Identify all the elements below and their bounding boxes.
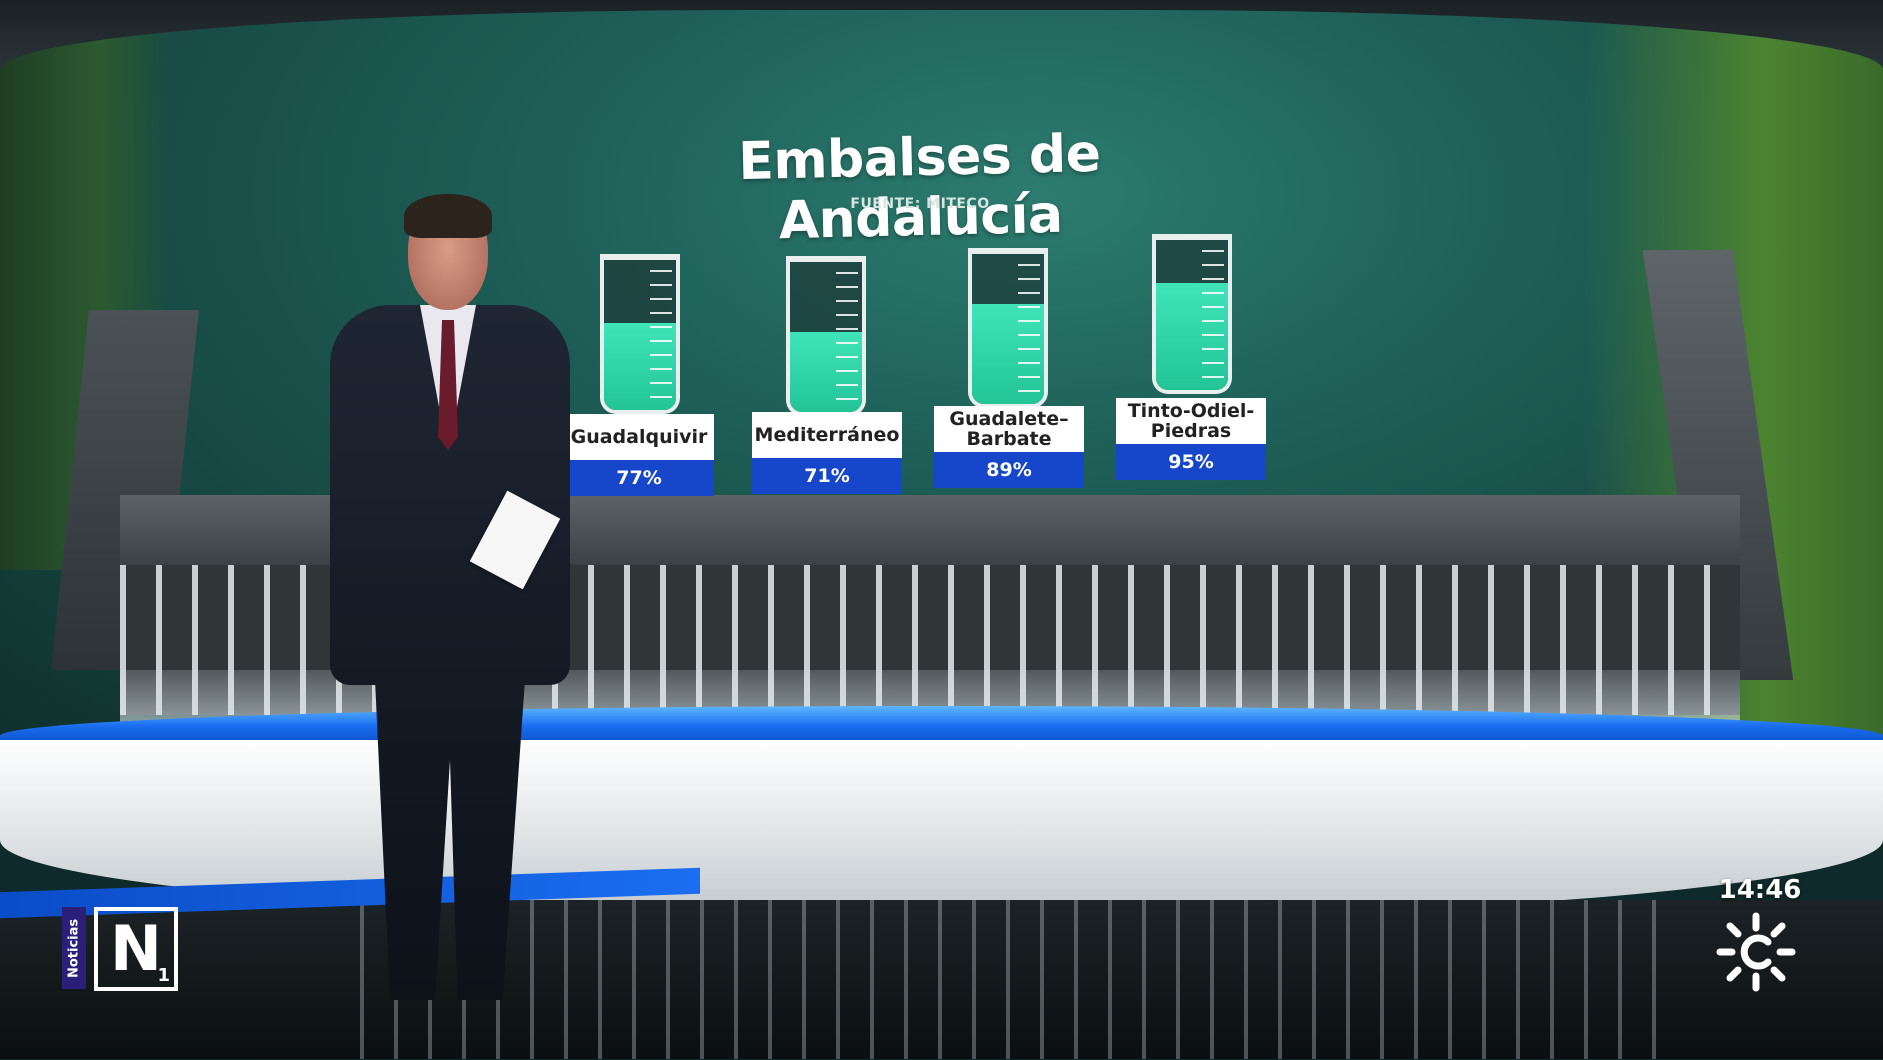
clock: 14:46 (1718, 875, 1802, 905)
channel-logo-n1: N 1 (94, 907, 178, 991)
reservoir-percent: 95% (1116, 444, 1266, 480)
presenter-tie (438, 320, 458, 450)
floor-reflection (360, 900, 1680, 1059)
label-guadalete-barbate: Guadalete–Barbate 89% (934, 406, 1084, 488)
beaker-ticks (650, 270, 672, 400)
graphic-title: Embalses de Andalucía (737, 123, 1102, 252)
reservoir-name: Guadalquivir (564, 414, 714, 460)
blue-light-ribbon (0, 706, 1883, 746)
label-mediterraneo: Mediterráneo 71% (752, 412, 902, 494)
presenter-legs (375, 680, 525, 1000)
studio-floor (0, 900, 1883, 1059)
beaker-ticks (1018, 264, 1040, 394)
beaker-ticks (836, 272, 858, 402)
label-guadalquivir: Guadalquivir 77% (564, 414, 714, 496)
reservoir-percent: 89% (934, 452, 1084, 488)
beaker-ticks (1202, 250, 1224, 380)
reservoir-percent: 71% (752, 458, 902, 494)
channel-noticias-tag: Noticias (62, 907, 86, 989)
canal-sur-sun-icon (1716, 912, 1796, 992)
label-tinto-odiel-piedras: Tinto-Odiel-Piedras 95% (1116, 398, 1266, 480)
beaker-tinto-odiel-piedras (1152, 234, 1232, 394)
reservoir-name: Mediterráneo (752, 412, 902, 458)
reservoir-name: Tinto-Odiel-Piedras (1116, 398, 1266, 444)
beaker-guadalete-barbate (968, 248, 1048, 408)
presenter-hair (404, 194, 492, 238)
channel-logo-one: 1 (157, 965, 170, 986)
reservoir-percent: 77% (564, 460, 714, 496)
beaker-guadalquivir (600, 254, 680, 414)
channel-logo-n: N (110, 912, 162, 985)
video-wall (0, 10, 1883, 750)
graphic-source: FUENTE: MITECO (850, 196, 990, 212)
beaker-mediterraneo (786, 256, 866, 416)
reservoir-name: Guadalete–Barbate (934, 406, 1084, 452)
news-presenter (320, 194, 580, 1060)
